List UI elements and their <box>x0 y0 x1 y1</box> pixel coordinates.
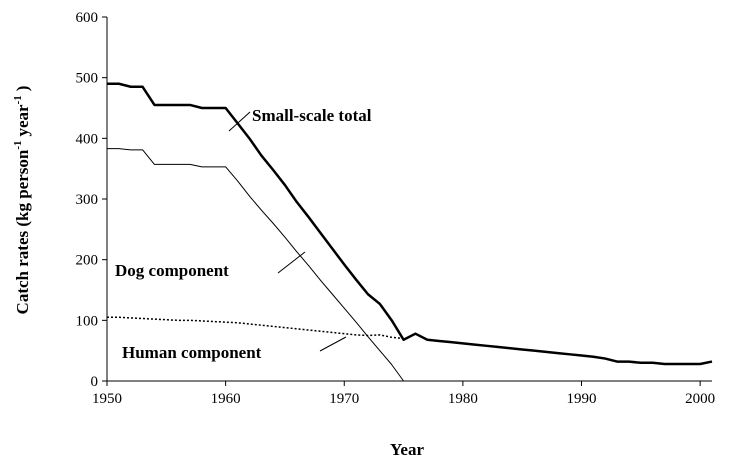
y-label-part: ) <box>13 86 32 92</box>
x-tick-label: 2000 <box>685 391 715 407</box>
y-axis-label: Catch rates (kg person-1year-1) <box>12 86 32 315</box>
y-tick-label: 200 <box>76 253 99 269</box>
y-label-part: year <box>13 104 32 137</box>
series-label: Dog component <box>115 261 229 280</box>
y-tick-label: 500 <box>76 71 99 87</box>
y-tick-label: 100 <box>76 313 99 329</box>
series-label: Small-scale total <box>252 106 372 125</box>
leader-line <box>228 111 251 132</box>
x-tick-label: 1990 <box>567 391 597 407</box>
leader-line <box>319 336 347 352</box>
x-tick-label: 1950 <box>92 391 122 407</box>
superscript: -1 <box>12 95 24 104</box>
series-line <box>107 316 404 340</box>
series-line <box>107 82 713 366</box>
series-line <box>107 148 404 382</box>
x-tick-label: 1970 <box>329 391 359 407</box>
x-axis-label: Year <box>390 440 424 459</box>
y-tick-label: 600 <box>76 10 99 26</box>
y-label-part: Catch rates (kg person <box>13 149 32 314</box>
y-tick-label: 0 <box>91 374 99 390</box>
y-tick-label: 400 <box>76 131 99 147</box>
x-tick-label: 1960 <box>211 391 241 407</box>
superscript: -1 <box>12 140 24 149</box>
x-tick-label: 1980 <box>448 391 478 407</box>
leader-line <box>277 251 306 274</box>
y-tick-label: 300 <box>76 192 99 208</box>
series-label: Human component <box>122 343 262 362</box>
